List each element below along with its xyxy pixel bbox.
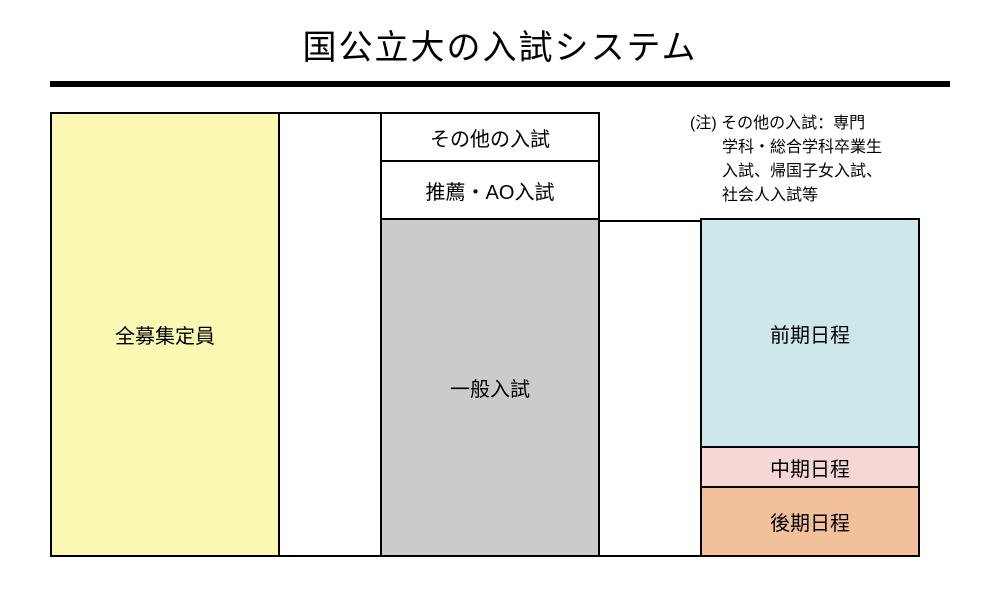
page-title: 国公立大の入試システム (0, 0, 1000, 81)
note-line: 入試、帰国子女入試、 (690, 160, 882, 184)
connector-line (280, 555, 380, 557)
box-late-schedule: 後期日程 (700, 486, 920, 557)
label-early-schedule: 前期日程 (770, 319, 850, 348)
label-mid-schedule: 中期日程 (770, 453, 850, 482)
diagram-area: 全募集定員 その他の入試 推薦・AO入試 一般入試 前期日程 中期日程 後期日程… (50, 112, 950, 572)
note-text: (注) その他の入試：専門 学科・総合学科卒業生 入試、帰国子女入試、 社会人入… (690, 112, 882, 208)
label-all-applicants: 全募集定員 (115, 320, 215, 349)
box-early-schedule: 前期日程 (700, 218, 920, 448)
box-recommend-ao: 推薦・AO入試 (380, 160, 600, 220)
note-line: (注) その他の入試：専門 (690, 112, 882, 136)
connector-line (600, 555, 700, 557)
label-recommend-ao: 推薦・AO入試 (426, 176, 555, 205)
title-divider (50, 81, 950, 87)
note-line: 社会人入試等 (690, 184, 882, 208)
label-late-schedule: 後期日程 (770, 507, 850, 536)
connector-line (280, 112, 380, 114)
box-general-exam: 一般入試 (380, 218, 600, 557)
box-all-applicants: 全募集定員 (50, 112, 280, 557)
label-other-exam: その他の入試 (430, 123, 550, 152)
label-general-exam: 一般入試 (450, 373, 530, 402)
box-other-exam: その他の入試 (380, 112, 600, 162)
box-mid-schedule: 中期日程 (700, 446, 920, 488)
connector-line (600, 220, 700, 222)
note-line: 学科・総合学科卒業生 (690, 136, 882, 160)
